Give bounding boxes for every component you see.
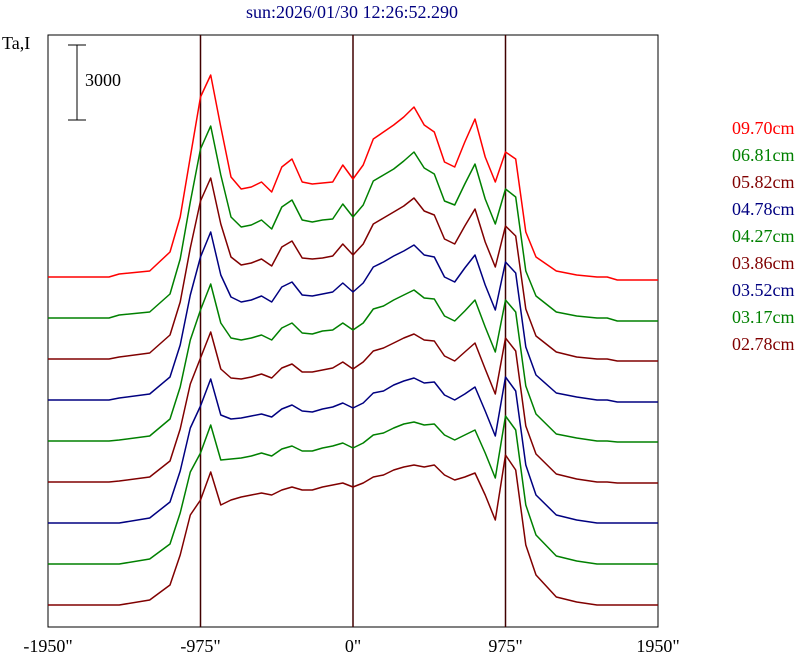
legend-label: 05.82cm (732, 172, 795, 192)
legend-label: 03.52cm (732, 280, 795, 300)
x-tick-label: 975" (488, 636, 522, 656)
chart-title: sun:2026/01/30 12:26:52.290 (246, 2, 458, 22)
legend-label: 03.86cm (732, 253, 795, 273)
spectrum-line (48, 74, 658, 281)
legend-label: 02.78cm (732, 334, 795, 354)
spectrum-line (48, 231, 658, 403)
spectrum-line (48, 283, 658, 443)
spectrum-line (48, 454, 658, 606)
legend-label: 04.78cm (732, 199, 795, 219)
spectrum-line (48, 376, 658, 524)
legend-label: 04.27cm (732, 226, 795, 246)
legend-label: 06.81cm (732, 145, 795, 165)
spectrum-line (48, 415, 658, 565)
x-tick-label: -1950" (23, 636, 72, 656)
legend-label: 09.70cm (732, 118, 795, 138)
x-tick-label: 1950" (636, 636, 679, 656)
spectrum-line (48, 125, 658, 322)
y-axis-label: Ta,I (2, 33, 30, 53)
scale-bar-label: 3000 (85, 70, 121, 90)
legend-label: 03.17cm (732, 307, 795, 327)
x-tick-label: 0" (345, 636, 361, 656)
spectrum-line (48, 331, 658, 484)
spectrum-line (48, 177, 658, 362)
x-tick-label: -975" (180, 636, 220, 656)
